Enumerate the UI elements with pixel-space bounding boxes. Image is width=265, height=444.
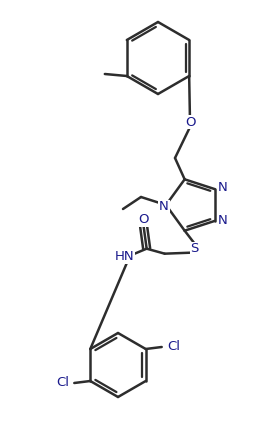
Text: Cl: Cl (56, 377, 69, 389)
Text: HN: HN (115, 250, 134, 263)
Text: N: N (218, 181, 228, 194)
Text: O: O (185, 115, 195, 128)
Text: Cl: Cl (167, 341, 180, 353)
Text: S: S (191, 242, 199, 255)
Text: N: N (218, 214, 228, 227)
Text: N: N (159, 201, 169, 214)
Text: O: O (138, 213, 149, 226)
